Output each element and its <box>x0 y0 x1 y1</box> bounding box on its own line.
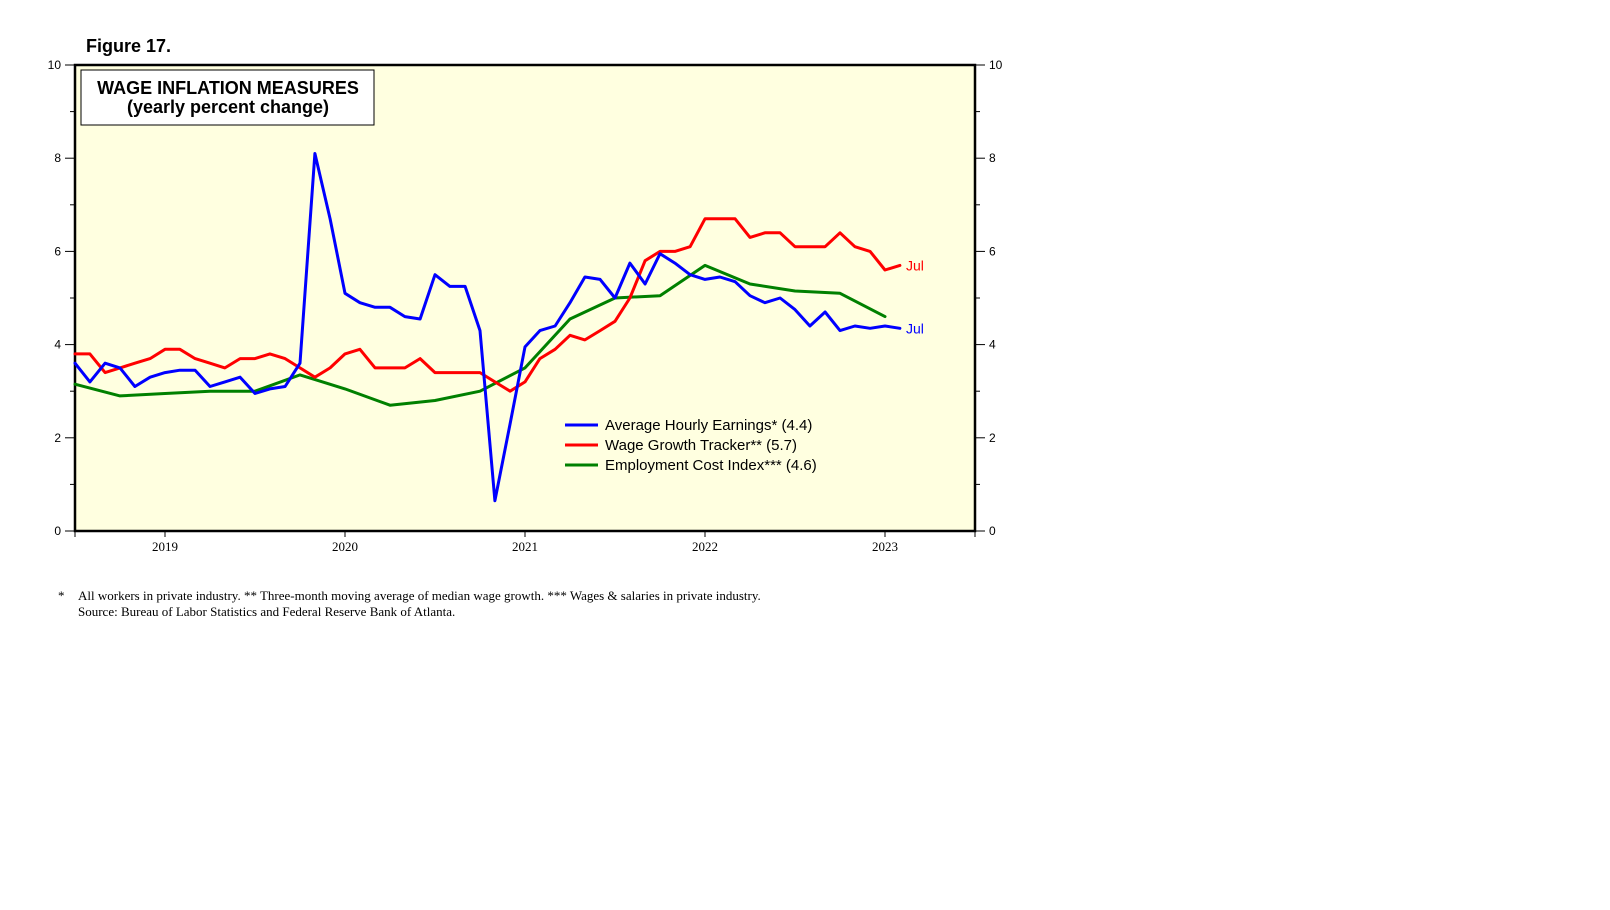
footnote-marker: * <box>58 588 65 603</box>
x-axis: 2019 2020 2021 2022 2023 <box>74 531 976 554</box>
y-tick-label-left: 8 <box>54 151 61 165</box>
footnotes: * All workers in private industry. ** Thr… <box>58 588 761 620</box>
chart-title: WAGE INFLATION MEASURES <box>97 78 359 98</box>
legend: Average Hourly Earnings* (4.4) Wage Growt… <box>565 417 817 474</box>
y-axis-right: 0 2 4 6 8 10 <box>975 58 1003 538</box>
chart-title-box: WAGE INFLATION MEASURES (yearly percent … <box>80 69 375 126</box>
series-line-wgt <box>73 217 902 393</box>
chart-title-frame <box>80 69 375 126</box>
x-tick-label: 2021 <box>512 539 538 554</box>
y-tick-label-left: 10 <box>48 58 62 72</box>
legend-label-eci: Employment Cost Index*** (4.6) <box>605 457 817 474</box>
y-tick-label-left: 2 <box>54 431 61 445</box>
x-tick-label: 2023 <box>872 539 898 554</box>
x-tick-label: 2022 <box>692 539 718 554</box>
y-tick-label-right: 2 <box>989 431 996 445</box>
y-tick-label-left: 6 <box>54 244 61 258</box>
x-tick-label: 2019 <box>152 539 178 554</box>
plot-area <box>73 63 977 533</box>
x-tick-label: 2020 <box>332 539 358 554</box>
y-tick-label-right: 4 <box>989 338 996 352</box>
footnote-text-1: All workers in private industry. ** Thre… <box>78 588 761 603</box>
wage-inflation-chart: 0 2 4 6 8 10 0 2 4 6 8 10 2019 2020 2021 2022 2023 WAG… <box>48 58 1003 554</box>
figure-label: Figure 17. <box>86 36 172 56</box>
series-layer <box>73 152 902 503</box>
footnote-line-1: * All workers in private industry. ** Thr… <box>58 588 761 604</box>
y-tick-label-right: 6 <box>989 244 996 258</box>
y-tick-label-left: 4 <box>54 338 61 352</box>
legend-label-ahe: Average Hourly Earnings* (4.4) <box>605 417 812 434</box>
legend-label-wgt: Wage Growth Tracker** (5.7) <box>605 437 797 454</box>
end-label-ahe: Jul <box>906 320 924 336</box>
end-labels: Jul Jul <box>906 257 924 336</box>
y-axis-left: 0 2 4 6 8 10 <box>48 58 75 538</box>
y-tick-label-right: 10 <box>989 58 1003 72</box>
y-tick-label-right: 8 <box>989 151 996 165</box>
series-line-ahe <box>73 152 902 503</box>
footnote-source: Source: Bureau of Labor Statistics and F… <box>78 604 456 619</box>
y-tick-label-left: 0 <box>54 524 61 538</box>
end-label-wgt: Jul <box>906 257 924 273</box>
series-line-eci <box>73 263 887 407</box>
chart-subtitle: (yearly percent change) <box>127 97 329 117</box>
y-tick-label-right: 0 <box>989 524 996 538</box>
